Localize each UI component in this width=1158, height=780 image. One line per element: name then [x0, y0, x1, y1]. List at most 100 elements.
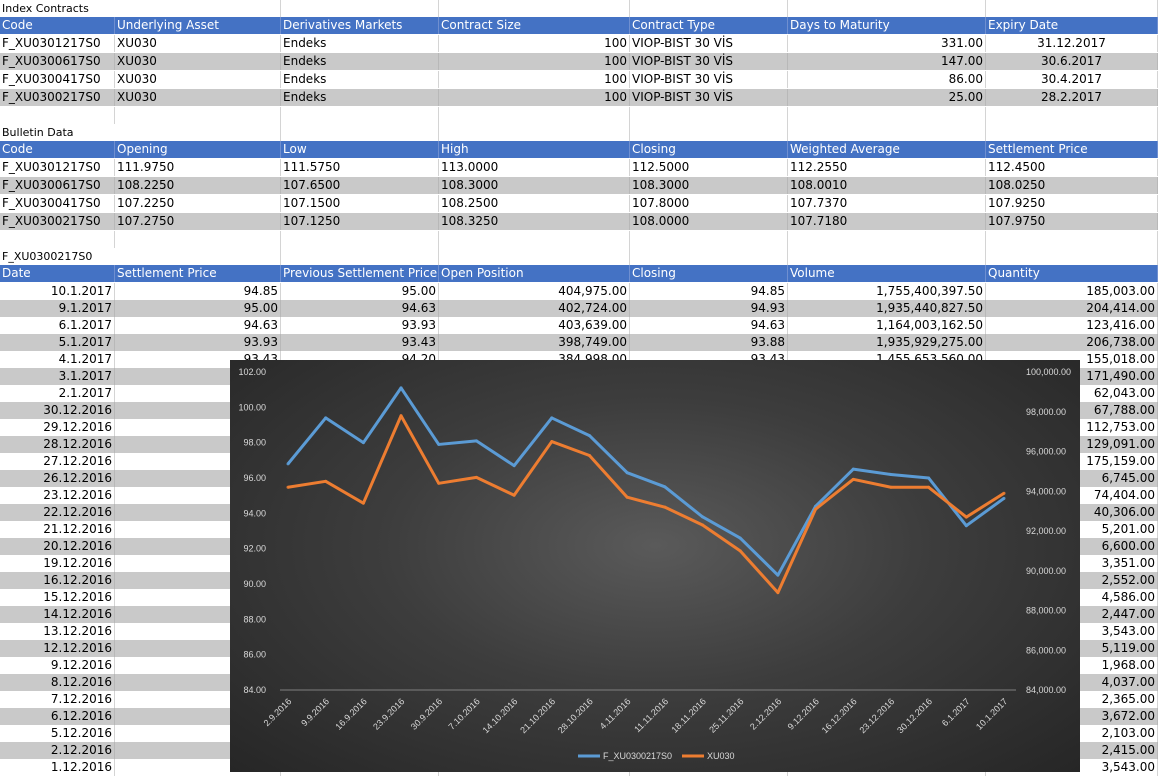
cell[interactable]: 26.12.2016 [0, 470, 115, 487]
cell[interactable]: 4.1.2017 [0, 351, 115, 368]
cell[interactable]: 123,416.00 [986, 317, 1158, 334]
line-chart[interactable]: 84.00 86.00 88.00 90.00 92.00 94.00 96.00 98.00… [230, 360, 1080, 772]
cell[interactable]: Settlement Price [115, 265, 281, 282]
cell[interactable] [630, 0, 788, 17]
cell[interactable]: 10.1.2017 [0, 283, 115, 300]
cell[interactable]: XU030 [115, 89, 281, 106]
cell[interactable]: Contract Size [439, 17, 630, 34]
cell[interactable]: 1,164,003,162.50 [788, 317, 986, 334]
cell[interactable]: 107.1500 [281, 195, 439, 212]
cell[interactable] [115, 248, 281, 265]
cell[interactable] [986, 231, 1158, 248]
cell[interactable]: 108.0000 [630, 213, 788, 230]
cell[interactable]: 1,755,400,397.50 [788, 283, 986, 300]
cell[interactable]: XU030 [115, 53, 281, 70]
cell[interactable]: Open Position [439, 265, 630, 282]
cell[interactable] [439, 107, 630, 124]
cell[interactable]: 95.00 [115, 300, 281, 317]
cell[interactable]: 112.2550 [788, 159, 986, 176]
cell[interactable]: Derivatives Markets [281, 17, 439, 34]
cell[interactable]: 6.1.2017 [0, 317, 115, 334]
cell[interactable]: 108.0010 [788, 177, 986, 194]
cell[interactable]: 206,738.00 [986, 334, 1158, 351]
cell[interactable]: 1,935,929,275.00 [788, 334, 986, 351]
cell[interactable] [439, 248, 630, 265]
cell[interactable]: 112.5000 [630, 159, 788, 176]
cell[interactable]: XU030 [115, 71, 281, 88]
cell[interactable]: Code [0, 141, 115, 158]
cell[interactable]: Endeks [281, 35, 439, 52]
cell[interactable]: Quantity [986, 265, 1158, 282]
cell[interactable]: 31.12.2017 [986, 35, 1158, 52]
cell[interactable]: 94.63 [630, 317, 788, 334]
cell[interactable] [788, 231, 986, 248]
cell[interactable] [281, 248, 439, 265]
cell[interactable]: F_XU0300217S0 [0, 89, 115, 106]
cell[interactable]: 111.9750 [115, 159, 281, 176]
cell[interactable]: 107.2750 [115, 213, 281, 230]
cell[interactable]: 111.5750 [281, 159, 439, 176]
cell[interactable]: Days to Maturity [788, 17, 986, 34]
cell[interactable] [439, 124, 630, 141]
cell[interactable]: 147.00 [788, 53, 986, 70]
cell[interactable]: 9.1.2017 [0, 300, 115, 317]
cell[interactable]: 86.00 [788, 71, 986, 88]
cell[interactable]: 16.12.2016 [0, 572, 115, 589]
cell[interactable]: 12.12.2016 [0, 640, 115, 657]
cell[interactable]: 6.12.2016 [0, 708, 115, 725]
cell[interactable] [788, 248, 986, 265]
cell[interactable]: 5.12.2016 [0, 725, 115, 742]
cell[interactable]: 8.12.2016 [0, 674, 115, 691]
cell[interactable]: Expiry Date [986, 17, 1158, 34]
cell[interactable]: VIOP-BIST 30 VİS [630, 53, 788, 70]
cell[interactable]: F_XU0300217S0 [0, 213, 115, 230]
cell[interactable]: 108.3000 [439, 177, 630, 194]
cell[interactable]: 23.12.2016 [0, 487, 115, 504]
cell[interactable]: 94.85 [630, 283, 788, 300]
cell[interactable] [439, 0, 630, 17]
cell[interactable]: 108.3000 [630, 177, 788, 194]
cell[interactable]: Volume [788, 265, 986, 282]
cell[interactable]: Endeks [281, 53, 439, 70]
cell[interactable] [0, 107, 115, 124]
cell[interactable] [439, 231, 630, 248]
cell[interactable]: 398,749.00 [439, 334, 630, 351]
cell[interactable]: 100 [439, 71, 630, 88]
cell[interactable] [788, 0, 986, 17]
cell[interactable]: Settlement Price [986, 141, 1158, 158]
cell[interactable]: F_XU0300417S0 [0, 195, 115, 212]
cell[interactable]: 107.7180 [788, 213, 986, 230]
cell[interactable]: Closing [630, 265, 788, 282]
cell[interactable]: Code [0, 17, 115, 34]
cell[interactable]: 112.4500 [986, 159, 1158, 176]
cell[interactable]: 108.2500 [439, 195, 630, 212]
cell[interactable]: 30.6.2017 [986, 53, 1158, 70]
cell[interactable]: F_XU0300417S0 [0, 71, 115, 88]
cell[interactable]: 25.00 [788, 89, 986, 106]
cell[interactable] [115, 0, 281, 17]
cell[interactable]: 2.1.2017 [0, 385, 115, 402]
cell[interactable]: Low [281, 141, 439, 158]
cell[interactable]: 107.7370 [788, 195, 986, 212]
cell[interactable]: Opening [115, 141, 281, 158]
cell[interactable]: 19.12.2016 [0, 555, 115, 572]
cell[interactable]: 100 [439, 89, 630, 106]
cell[interactable] [986, 248, 1158, 265]
cell[interactable]: 185,003.00 [986, 283, 1158, 300]
cell[interactable]: 94.63 [281, 300, 439, 317]
cell[interactable]: 14.12.2016 [0, 606, 115, 623]
cell[interactable]: 5.1.2017 [0, 334, 115, 351]
cell[interactable]: 94.85 [115, 283, 281, 300]
cell[interactable]: 100 [439, 53, 630, 70]
cell[interactable] [281, 231, 439, 248]
cell[interactable]: 22.12.2016 [0, 504, 115, 521]
cell[interactable] [986, 124, 1158, 141]
cell[interactable]: 15.12.2016 [0, 589, 115, 606]
cell[interactable]: VIOP-BIST 30 VİS [630, 89, 788, 106]
cell[interactable]: 93.43 [281, 334, 439, 351]
cell[interactable]: 113.0000 [439, 159, 630, 176]
cell[interactable] [115, 124, 281, 141]
cell[interactable]: 1,935,440,827.50 [788, 300, 986, 317]
cell[interactable]: 9.12.2016 [0, 657, 115, 674]
cell[interactable] [986, 107, 1158, 124]
